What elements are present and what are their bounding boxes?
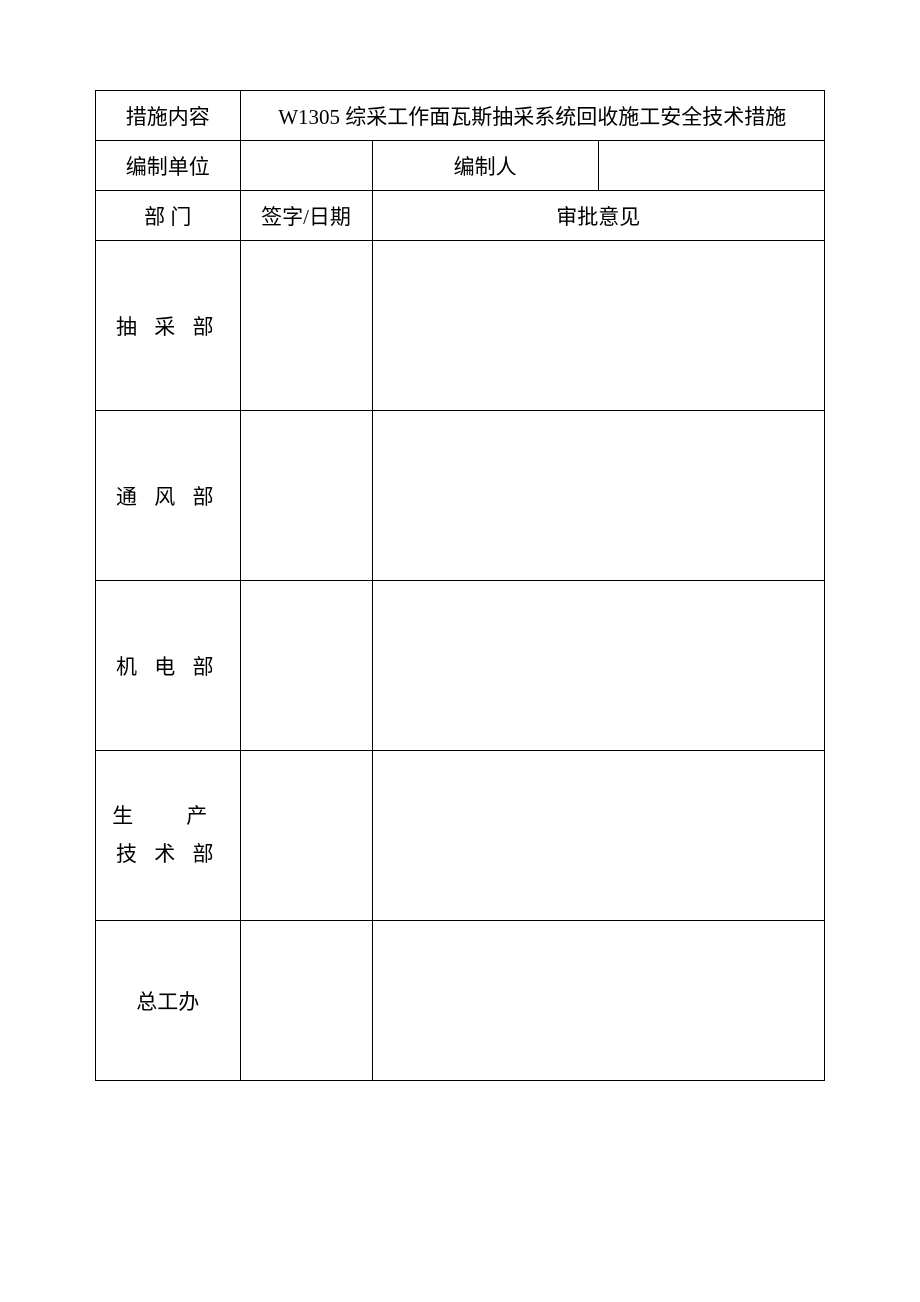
opinion-cell (372, 921, 825, 1081)
table-row: 机 电 部 (96, 581, 825, 751)
approval-form-table: 措施内容 W1305 综采工作面瓦斯抽采系统回收施工安全技术措施 编制单位 编制… (95, 90, 825, 1081)
compilation-unit-value (240, 141, 372, 191)
table-row: 部 门 签字/日期 审批意见 (96, 191, 825, 241)
dept-production-line2: 技 术 部 (116, 842, 220, 866)
signature-cell (240, 921, 372, 1081)
department-header: 部 门 (96, 191, 241, 241)
dept-production-tech: 生 产 技 术 部 (96, 751, 241, 921)
opinion-cell (372, 581, 825, 751)
signature-cell (240, 241, 372, 411)
dept-electromechanical: 机 电 部 (96, 581, 241, 751)
compiler-value (598, 141, 824, 191)
measure-content-value: W1305 综采工作面瓦斯抽采系统回收施工安全技术措施 (240, 91, 824, 141)
table-row: 总工办 (96, 921, 825, 1081)
table-row: 编制单位 编制人 (96, 141, 825, 191)
opinion-cell (372, 411, 825, 581)
approval-opinion-header: 审批意见 (372, 191, 825, 241)
table-row: 措施内容 W1305 综采工作面瓦斯抽采系统回收施工安全技术措施 (96, 91, 825, 141)
table-row: 生 产 技 术 部 (96, 751, 825, 921)
opinion-cell (372, 241, 825, 411)
signature-cell (240, 411, 372, 581)
table-row: 通 风 部 (96, 411, 825, 581)
compiler-label: 编制人 (372, 141, 598, 191)
opinion-cell (372, 751, 825, 921)
signature-date-header: 签字/日期 (240, 191, 372, 241)
dept-extraction: 抽 采 部 (96, 241, 241, 411)
dept-ventilation: 通 风 部 (96, 411, 241, 581)
table-row: 抽 采 部 (96, 241, 825, 411)
compilation-unit-label: 编制单位 (96, 141, 241, 191)
dept-production-line1: 生 产 (112, 804, 223, 828)
dept-chief-office: 总工办 (96, 921, 241, 1081)
signature-cell (240, 751, 372, 921)
signature-cell (240, 581, 372, 751)
measure-content-label: 措施内容 (96, 91, 241, 141)
